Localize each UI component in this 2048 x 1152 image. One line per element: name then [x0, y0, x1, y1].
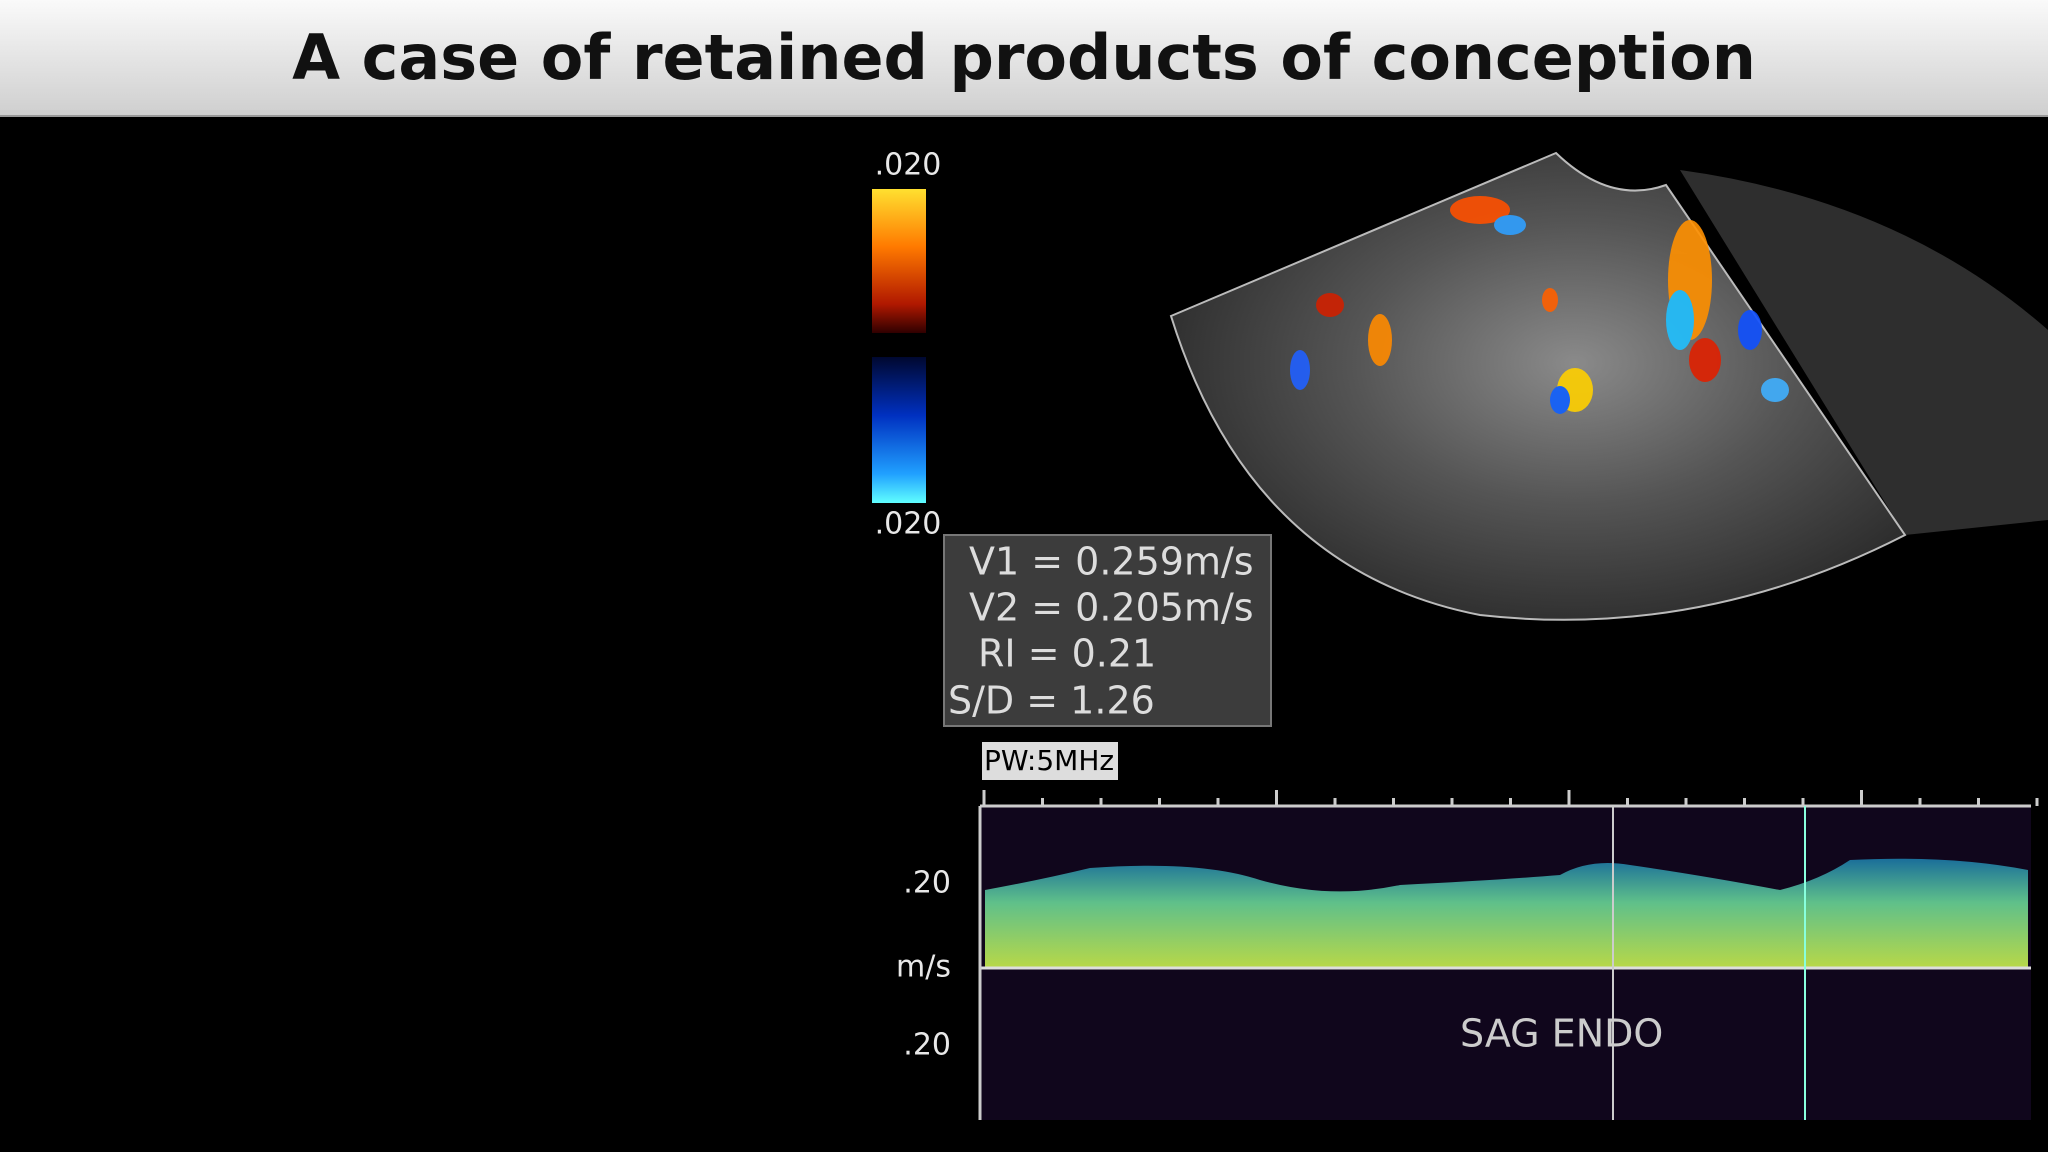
mode-box [982, 742, 1118, 780]
axis-ticks [982, 790, 2039, 806]
measurement: S/D = 1.26 [948, 679, 1155, 723]
sector-outer [1680, 170, 2048, 535]
measurement: RI = 0.21 [978, 632, 1156, 676]
doppler-spectrum [985, 858, 2028, 968]
color-scale-positive [872, 189, 926, 333]
measurement-box [943, 534, 1272, 727]
axis-label: m/s [896, 950, 951, 985]
axis-label: .20 [903, 1028, 951, 1063]
color-scale-negative [872, 357, 926, 503]
title-bar: A case of retained products of conceptio… [0, 0, 2048, 117]
scale-top-label: .020 [875, 148, 942, 183]
annotation: SAG ENDO [1460, 1012, 1663, 1056]
color-flow [1290, 196, 1789, 414]
sector [1169, 151, 1907, 621]
title: A case of retained products of conceptio… [292, 21, 1756, 94]
measurement: V2 = 0.205m/s [969, 586, 1254, 630]
mode-label: PW:5MHz [984, 744, 1114, 777]
scale-bottom-label: .020 [875, 507, 942, 542]
measurement: V1 = 0.259m/s [969, 540, 1254, 584]
axis-label: .20 [903, 866, 951, 901]
